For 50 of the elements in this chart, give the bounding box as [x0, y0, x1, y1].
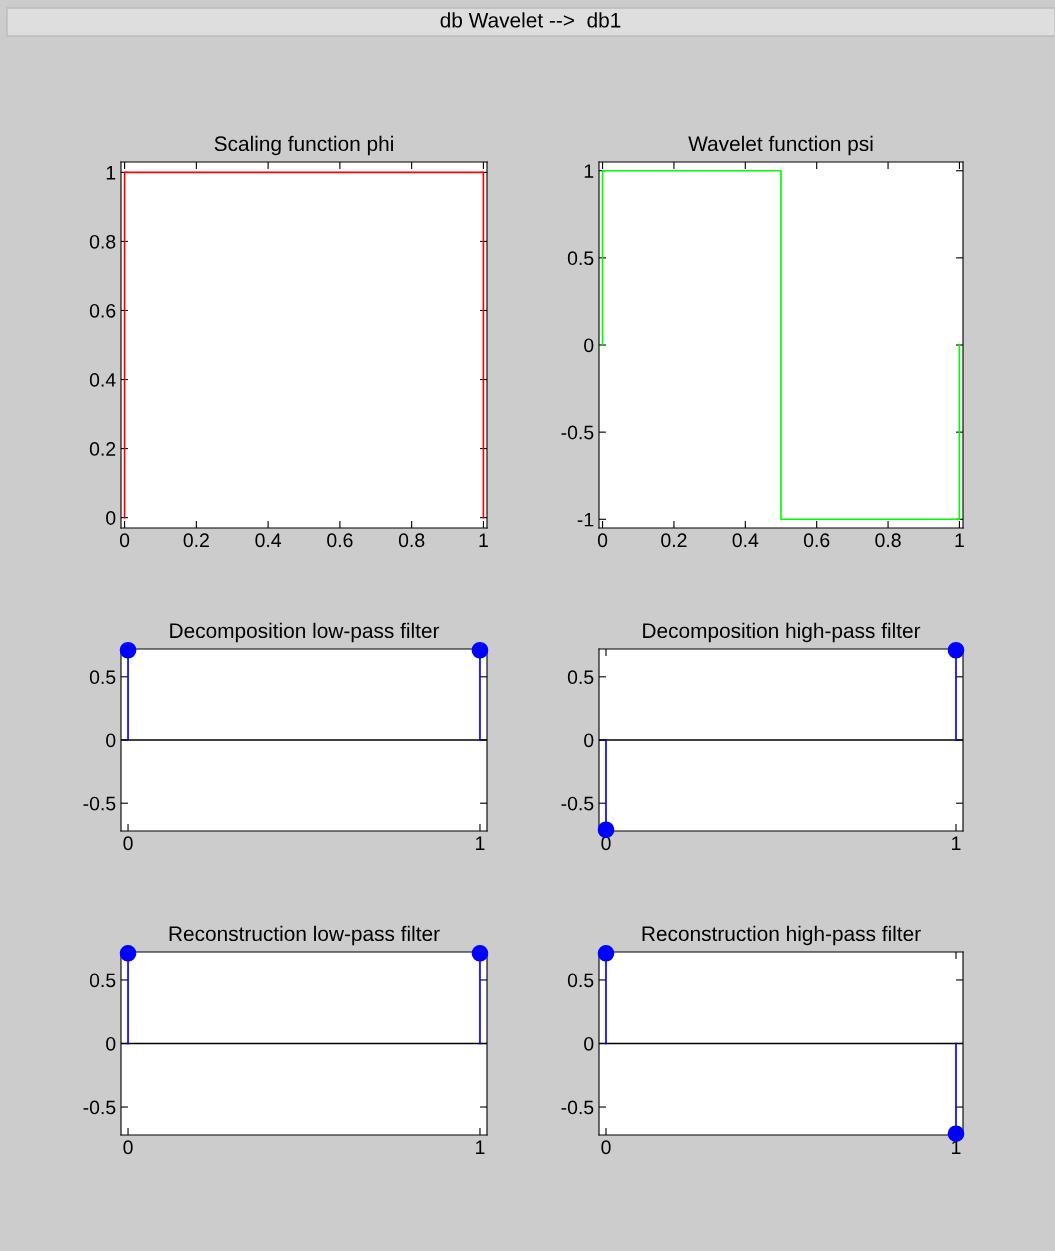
y-tick-label: 0.5 — [567, 251, 594, 266]
chart-title: Decomposition low-pass filter — [170, 622, 440, 643]
x-tick-label: 0.6 — [327, 533, 353, 548]
chart-title: Wavelet function psi — [688, 135, 873, 156]
x-tick-label: 0.2 — [183, 533, 209, 548]
x-tick-label: 1 — [476, 836, 485, 850]
y-tick-label: 0.8 — [89, 234, 116, 249]
x-tick-label: 0.6 — [803, 533, 830, 548]
y-tick-label: 0 — [106, 511, 116, 525]
y-tick-label: 1 — [106, 166, 116, 180]
y-tick-label: 0 — [584, 338, 594, 353]
x-tick-label: 0 — [119, 533, 130, 548]
chart-title: Scaling function phi — [214, 135, 393, 156]
chart-title: Reconstruction low-pass filter — [169, 925, 440, 946]
x-tick-label: 0 — [597, 533, 608, 548]
y-tick-label: 0.4 — [89, 373, 116, 387]
text: db Wavelet --> db1 — [440, 12, 621, 28]
x-tick-label: 0.4 — [732, 533, 759, 548]
y-tick-label: 0 — [106, 733, 116, 748]
y-tick-label: 0.2 — [89, 442, 116, 456]
x-tick-label: 1 — [952, 836, 961, 850]
y-tick-label: 0.5 — [567, 973, 594, 988]
y-tick-label: 0.5 — [89, 670, 116, 685]
x-tick-label: 1 — [955, 533, 964, 547]
y-tick-label: 0 — [584, 1036, 594, 1051]
x-tick-label: 0 — [123, 1140, 133, 1155]
y-tick-label: 0.6 — [89, 303, 116, 318]
chart-title: Decomposition high-pass filter — [643, 622, 921, 643]
chart-title: Reconstruction high-pass filter — [642, 925, 921, 946]
x-tick-label: 0.4 — [255, 533, 282, 548]
x-tick-label: 0 — [601, 836, 611, 851]
x-tick-label: 1 — [952, 1140, 961, 1154]
y-tick-label: -0.5 — [561, 1100, 594, 1115]
x-tick-label: 0 — [601, 1140, 611, 1155]
x-tick-label: 1 — [476, 1140, 485, 1154]
y-tick-label: -0.5 — [83, 796, 116, 811]
y-tick-label: 1 — [584, 164, 594, 178]
x-tick-label: 0.8 — [875, 533, 901, 548]
y-tick-label: -0.5 — [83, 1100, 116, 1115]
y-tick-label: 0 — [106, 1036, 116, 1051]
y-tick-label: -0.5 — [561, 796, 594, 811]
y-tick-label: -1 — [577, 512, 594, 527]
x-tick-label: 0.2 — [661, 533, 687, 548]
x-tick-label: 1 — [479, 533, 488, 547]
y-tick-label: 0.5 — [567, 670, 594, 685]
x-tick-label: 0 — [123, 836, 133, 851]
x-tick-label: 0.8 — [398, 533, 425, 548]
y-tick-label: 0.5 — [89, 973, 116, 988]
y-tick-label: -0.5 — [561, 425, 594, 440]
y-tick-label: 0 — [584, 733, 594, 748]
